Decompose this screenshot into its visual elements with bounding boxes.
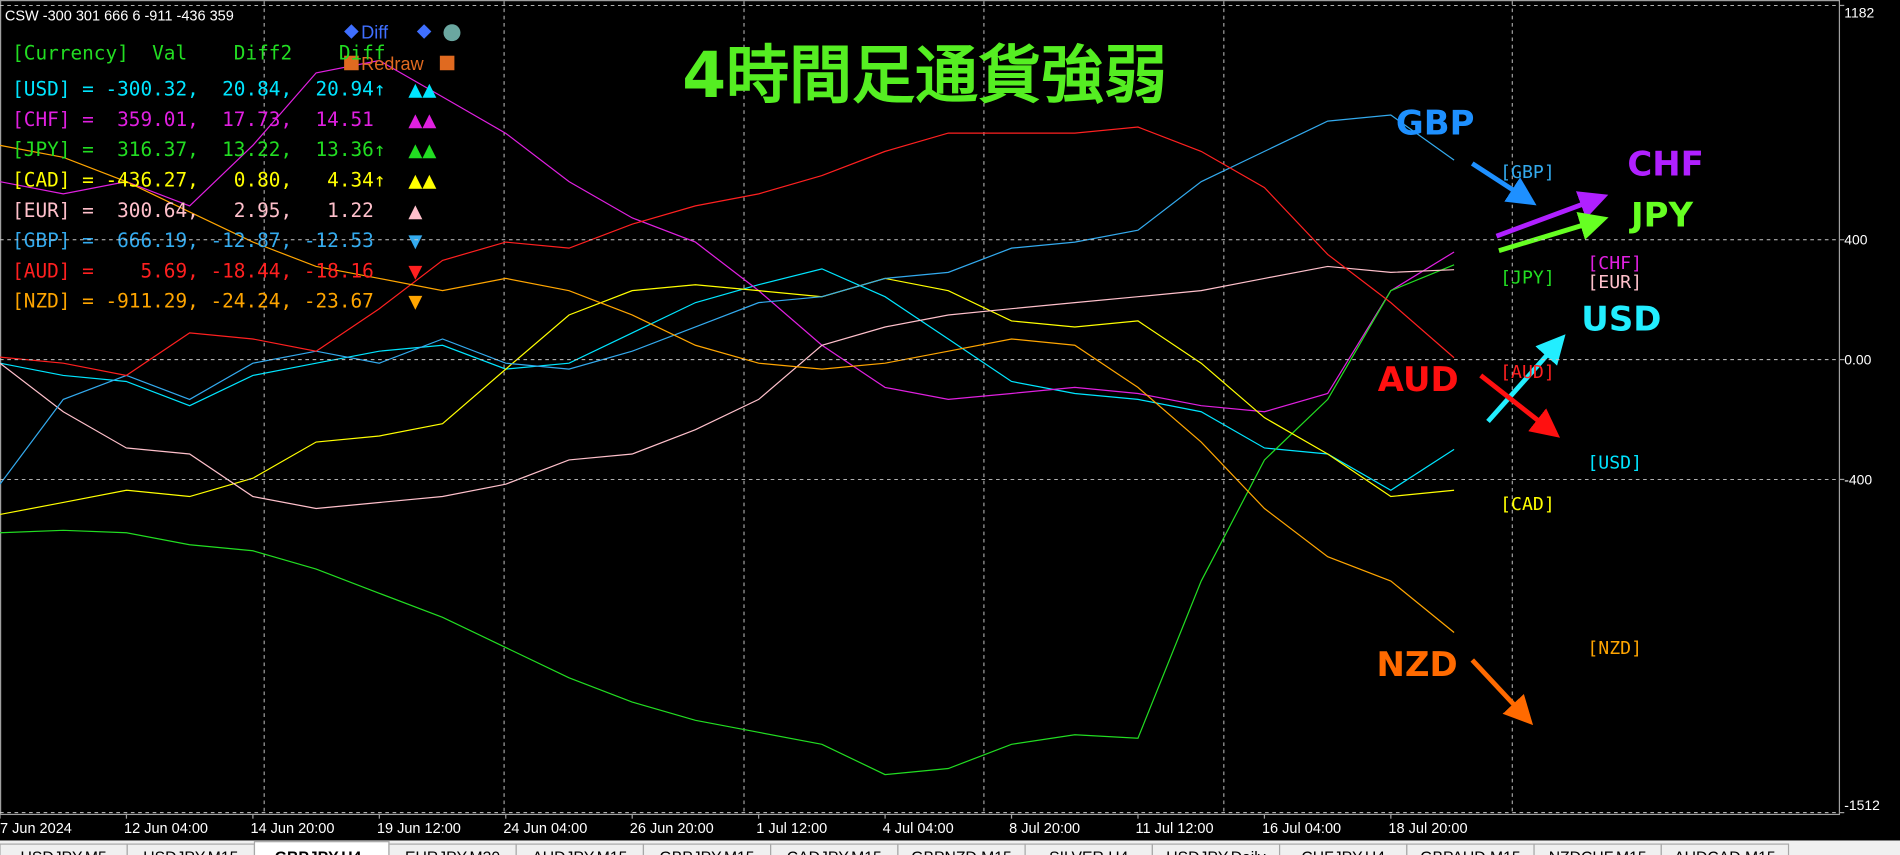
- tab-label[interactable]: SILVER,H4: [1049, 849, 1129, 855]
- table-row: [USD] = -300.32, 20.84, 20.94↑: [12, 78, 385, 101]
- y-tick-label: 0.00: [1844, 351, 1871, 367]
- y-tick-label: 400: [1844, 232, 1867, 248]
- annotation: USD: [1581, 300, 1661, 339]
- series-line: [0, 264, 1455, 776]
- table-row: [CAD] = -436.27, 0.80, 4.34↑: [12, 169, 385, 192]
- table-row: [EUR] = 300.64, 2.95, 1.22: [12, 199, 374, 222]
- arrow: [1479, 373, 1561, 438]
- tab-label[interactable]: NZDCHF,M15: [1549, 849, 1647, 855]
- button-icon: [344, 24, 359, 39]
- line-label: [JPY]: [1500, 267, 1555, 288]
- table-header: [Currency] Val Diff2 Diff: [12, 41, 385, 64]
- signal: ▼: [408, 261, 422, 282]
- signal: ▲▲: [408, 140, 436, 161]
- annotation: NZD: [1377, 645, 1458, 684]
- tab-label[interactable]: CADJPY,M15: [787, 849, 882, 855]
- table-row: [AUD] = 5.69, -18.44, -18.16: [12, 259, 374, 282]
- line-label: [CHF]: [1587, 253, 1642, 274]
- strength-table: [USD] = -300.32, 20.84, 20.94↑ ▲▲ [CHF] = …: [12, 78, 436, 313]
- x-tick-label: 18 Jul 20:00: [1388, 821, 1467, 837]
- button-label[interactable]: Redraw: [361, 54, 424, 74]
- x-tick-label: 11 Jul 12:00: [1136, 821, 1214, 837]
- arrow: [1498, 211, 1609, 254]
- series-line: [0, 277, 1455, 516]
- x-tick-label: 8 Jul 20:00: [1009, 821, 1080, 837]
- x-tick-label: 16 Jul 04:00: [1262, 821, 1341, 837]
- table-row: [JPY] = 316.37, 13.22, 13.36↑: [12, 138, 385, 161]
- arrow: [1486, 334, 1566, 424]
- tab-label[interactable]: GBPJPY,M15: [660, 849, 755, 855]
- signal: ▲▲: [408, 80, 436, 101]
- tabs: USDJPY,M5 USDJPY,M15 GBPJPY,H4 EURJPY,M30 AU…: [0, 841, 1790, 855]
- tab[interactable]: [1660, 843, 1790, 855]
- tab-label[interactable]: GBPAUD,M15: [1420, 849, 1521, 855]
- arrow: [1470, 658, 1534, 726]
- annotation: AUD: [1378, 360, 1459, 399]
- x-tick-label: 24 Jun 04:00: [503, 821, 587, 837]
- x-tick-label: 26 Jun 20:00: [630, 821, 714, 837]
- series-line: [0, 126, 1455, 377]
- button-icon: [443, 24, 461, 42]
- signal: ▼: [408, 292, 422, 313]
- line-labels: [GBP] [JPY] [CHF] [EUR] [AUD] [USD] [CAD…: [1500, 162, 1642, 659]
- series-line: [0, 144, 1455, 634]
- tab-label[interactable]: GBPNZD,M15: [911, 849, 1012, 855]
- annotation: GBP: [1396, 103, 1475, 142]
- x-tick-label: 12 Jun 04:00: [124, 821, 208, 837]
- arrow: [1470, 161, 1537, 206]
- line-label: [USD]: [1587, 453, 1642, 474]
- x-tick-label: 1 Jul 12:00: [756, 821, 827, 837]
- vertical-grid: [263, 1, 1513, 814]
- signal: ▲▲: [408, 171, 436, 192]
- x-tick-label: 19 Jun 12:00: [377, 821, 461, 837]
- signal: ▼: [408, 231, 422, 252]
- table-row: [CHF] = 359.01, 17.73, 14.51: [12, 108, 374, 131]
- tab-label[interactable]: USDJPY,Daily: [1166, 849, 1266, 855]
- plot-frame: [0, 0, 1841, 816]
- redraw-button[interactable]: Redraw: [344, 54, 455, 74]
- line-label: [AUD]: [1500, 362, 1555, 383]
- line-label: [CAD]: [1500, 494, 1555, 515]
- x-tick-label: 14 Jun 20:00: [250, 821, 334, 837]
- chart-title: 4時間足通貨強弱: [682, 39, 1167, 112]
- diff-button[interactable]: Diff: [344, 23, 461, 43]
- line-label: [EUR]: [1587, 272, 1642, 293]
- y-tick-label: 1182: [1844, 5, 1874, 21]
- signal: ▲▲: [408, 110, 436, 131]
- signal: ▲: [408, 201, 422, 222]
- x-tick-label: 7 Jun 2024: [0, 821, 72, 837]
- line-label: [GBP]: [1500, 162, 1555, 183]
- y-tick-label: -400: [1844, 471, 1872, 487]
- button-icon: [344, 55, 359, 71]
- button-label[interactable]: Diff: [361, 23, 389, 43]
- tab-label[interactable]: AUDJPY,M15: [532, 849, 627, 855]
- button-icon: [439, 55, 455, 71]
- tab-label[interactable]: AUDCAD,M15: [1674, 849, 1776, 855]
- annotation: CHF: [1627, 145, 1703, 184]
- table-row: [GBP] = 666.19, -12.87, -12.53: [12, 229, 374, 252]
- x-tick-label: 4 Jul 04:00: [883, 821, 954, 837]
- table-row: [NZD] = -911.29, -24.24, -23.67: [12, 290, 374, 313]
- arrow: [1495, 191, 1609, 239]
- tab-label[interactable]: USDJPY,M5: [20, 849, 107, 855]
- status-text: CSW -300 301 666 6 -911 -436 359: [5, 9, 234, 25]
- tab-label[interactable]: USDJPY,M15: [143, 849, 238, 855]
- series-lines: [0, 59, 1455, 776]
- series-line: [0, 114, 1455, 485]
- axes: -1512 -400 0.00 400 1182 7 Jun 2024 12 Jun 04:…: [0, 5, 1880, 837]
- tab-label[interactable]: EURJPY,M30: [405, 849, 500, 855]
- series-line: [0, 268, 1455, 491]
- series-line: [0, 59, 1455, 413]
- tab-label[interactable]: GBPJPY,H4: [275, 849, 362, 855]
- annotations: GBP CHF JPY USD AUD NZD: [1377, 103, 1704, 726]
- annotation: JPY: [1629, 195, 1693, 234]
- line-label: [NZD]: [1587, 638, 1642, 659]
- y-tick-label: -1512: [1844, 797, 1880, 813]
- series-line: [0, 265, 1455, 510]
